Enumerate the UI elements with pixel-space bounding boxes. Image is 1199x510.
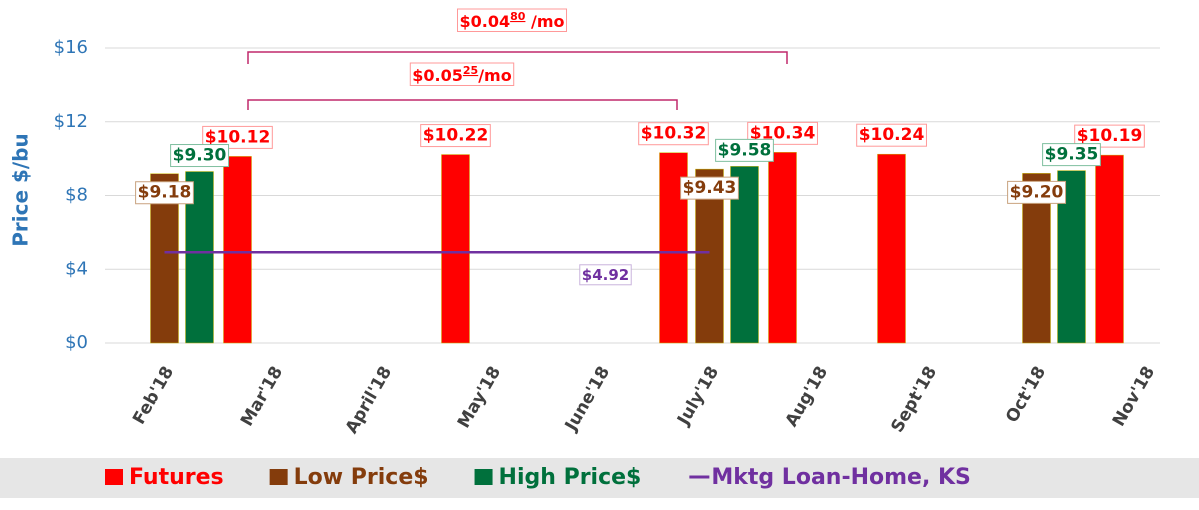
value-label-box xyxy=(457,8,568,32)
y-tick-label: $8 xyxy=(65,185,88,206)
bar xyxy=(223,156,252,344)
annotation-superscript: 25 xyxy=(463,64,478,77)
bar xyxy=(1095,154,1124,344)
y-axis-label: Price $/bu xyxy=(9,133,33,247)
annotation: $0.0480 /mo xyxy=(460,10,565,31)
value-label-box xyxy=(680,176,739,200)
value-label-box xyxy=(1042,143,1101,167)
x-tick-label: Feb'18 xyxy=(129,363,178,428)
x-tick-label: July'18 xyxy=(673,363,723,429)
bar xyxy=(877,153,906,344)
value-label: $9.20 xyxy=(1010,182,1064,202)
value-label-box xyxy=(715,138,774,162)
legend-marker xyxy=(269,469,288,485)
annotation-superscript: 80 xyxy=(510,10,526,23)
annotation: $0.0525/mo xyxy=(412,64,511,85)
legend-background xyxy=(0,458,1199,498)
legend-label: Mktg Loan-Home, KS xyxy=(711,465,971,490)
value-label: $10.19 xyxy=(1077,126,1143,146)
value-label-box xyxy=(135,181,194,205)
value-label-box xyxy=(170,144,230,168)
y-tick-label: $16 xyxy=(54,37,88,58)
legend-marker xyxy=(105,469,123,485)
value-label-box xyxy=(420,124,491,148)
y-tick-label: $12 xyxy=(54,111,88,132)
bar xyxy=(441,154,470,344)
value-label: $10.12 xyxy=(205,127,271,147)
value-label: $9.35 xyxy=(1045,145,1099,165)
bracket xyxy=(247,51,788,64)
x-tick-label: April'18 xyxy=(342,363,396,437)
value-label: $10.22 xyxy=(423,126,489,146)
bar xyxy=(1057,170,1086,344)
x-tick-label: Mar'18 xyxy=(237,363,287,430)
value-label: $10.34 xyxy=(750,123,816,143)
legend-marker xyxy=(474,469,493,485)
annotation-suffix: /mo xyxy=(478,66,512,85)
bar xyxy=(768,152,797,344)
value-label: $10.32 xyxy=(641,124,707,144)
value-label-box xyxy=(1007,180,1067,204)
legend-label: High Price$ xyxy=(499,465,642,490)
value-label-box xyxy=(202,125,273,149)
y-tick-label: $4 xyxy=(65,258,88,279)
value-label: $10.24 xyxy=(859,125,925,145)
value-label-box xyxy=(856,123,927,147)
value-label: $9.30 xyxy=(173,146,227,166)
annotation-text: $0.05 xyxy=(412,66,463,85)
legend-label: Futures xyxy=(129,465,224,490)
value-label-box xyxy=(409,62,515,86)
annotation-suffix: /mo xyxy=(525,12,564,31)
legend-label: Low Price$ xyxy=(294,465,429,490)
x-tick-label: Nov'18 xyxy=(1109,363,1159,430)
value-label: $9.18 xyxy=(138,183,192,203)
value-label-box xyxy=(579,264,632,286)
x-tick-label: Sept'18 xyxy=(887,363,941,436)
x-tick-label: Oct'18 xyxy=(1002,363,1050,426)
value-label-box xyxy=(638,122,709,146)
value-label: $9.43 xyxy=(683,178,737,198)
value-label-box xyxy=(1074,124,1145,148)
y-tick-label: $0 xyxy=(65,332,88,353)
bracket xyxy=(247,99,678,110)
x-tick-label: Aug'18 xyxy=(782,363,832,430)
value-label: $4.92 xyxy=(582,266,629,284)
x-tick-label: May'18 xyxy=(454,363,505,432)
annotation-text: $0.04 xyxy=(460,12,511,31)
value-label-box xyxy=(747,121,818,145)
value-label: $9.58 xyxy=(718,140,772,160)
x-tick-label: June'18 xyxy=(561,363,614,435)
